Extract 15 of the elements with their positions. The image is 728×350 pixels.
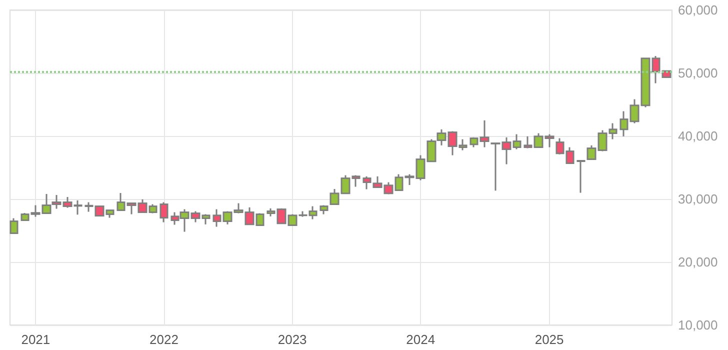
x-tick-label: 2025 — [534, 332, 564, 347]
y-tick-label: 40,000 — [678, 128, 718, 144]
candlestick — [10, 218, 18, 234]
y-tick-label: 30,000 — [678, 192, 718, 206]
x-tick-label: 2024 — [406, 332, 436, 347]
y-tick-label: 60,000 — [678, 2, 718, 18]
y-tick-label: 20,000 — [678, 254, 718, 270]
y-tick-label: 50,000 — [678, 66, 718, 80]
x-tick-label: 2022 — [150, 332, 178, 347]
candlestick — [576, 160, 586, 194]
candlestick — [320, 204, 328, 216]
x-tick-label: 2021 — [21, 332, 50, 347]
x-tick-label: 2023 — [278, 332, 307, 347]
candlestick — [160, 202, 168, 224]
y-tick-label: 10,000 — [678, 318, 718, 332]
